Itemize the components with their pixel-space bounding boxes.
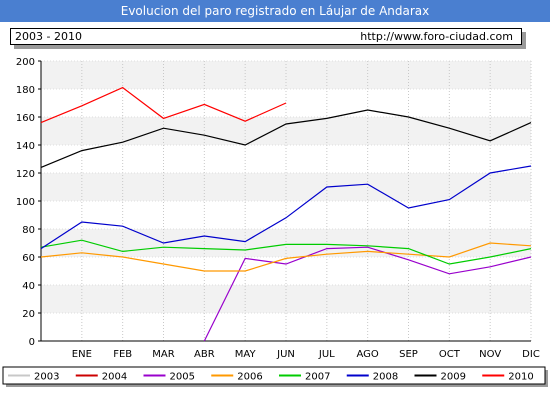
series-line-2010 — [40, 86, 287, 124]
y-tick-label: 100 — [16, 197, 35, 208]
x-tick-label: ABR — [194, 349, 215, 360]
y-tick-label: 0 — [29, 337, 35, 348]
legend-label-2009: 2009 — [441, 372, 466, 383]
y-tick-label: 180 — [16, 85, 35, 96]
grid-band — [41, 61, 531, 89]
period-label: 2003 - 2010 — [15, 30, 82, 43]
y-tick-label: 140 — [16, 141, 35, 152]
x-tick-label: DIC — [522, 349, 540, 360]
x-tick-label: OCT — [439, 349, 461, 360]
legend-box — [2, 366, 546, 385]
source-url: http://www.foro-ciudad.com — [360, 30, 513, 43]
x-tick-label: JUL — [318, 349, 335, 360]
x-tick-label: FEB — [113, 349, 132, 360]
x-tick-label: AGO — [357, 349, 379, 360]
series-line-2005 — [203, 246, 532, 342]
legend-label-2006: 2006 — [237, 372, 262, 383]
y-tick-label: 60 — [22, 253, 35, 264]
legend-label-2007: 2007 — [305, 372, 330, 383]
series-line-2008 — [40, 165, 532, 250]
series-line-2006 — [40, 242, 532, 272]
legend-label-2004: 2004 — [102, 372, 127, 383]
x-tick-label: SEP — [399, 349, 418, 360]
y-tick-label: 200 — [16, 57, 35, 68]
y-tick-label: 80 — [22, 225, 35, 236]
x-tick-label: NOV — [479, 349, 501, 360]
chart-title: Evolucion del paro registrado en Láujar … — [0, 0, 550, 22]
x-tick-label: MAR — [152, 349, 174, 360]
x-tick-label: JUN — [276, 349, 295, 360]
series-line-2007 — [40, 239, 532, 265]
y-tick-label: 120 — [16, 169, 35, 180]
grid-band — [41, 229, 531, 257]
series-line-2009 — [40, 109, 532, 168]
legend-label-2008: 2008 — [373, 372, 398, 383]
legend-label-2003: 2003 — [34, 372, 59, 383]
x-tick-label: MAY — [235, 349, 257, 360]
y-tick-label: 20 — [22, 309, 35, 320]
info-box: 2003 - 2010 http://www.foro-ciudad.com — [10, 28, 522, 45]
x-tick-label: ENE — [72, 349, 92, 360]
y-tick-label: 160 — [16, 113, 35, 124]
y-tick-label: 40 — [22, 281, 35, 292]
legend-label-2010: 2010 — [508, 372, 533, 383]
legend-label-2005: 2005 — [170, 372, 195, 383]
